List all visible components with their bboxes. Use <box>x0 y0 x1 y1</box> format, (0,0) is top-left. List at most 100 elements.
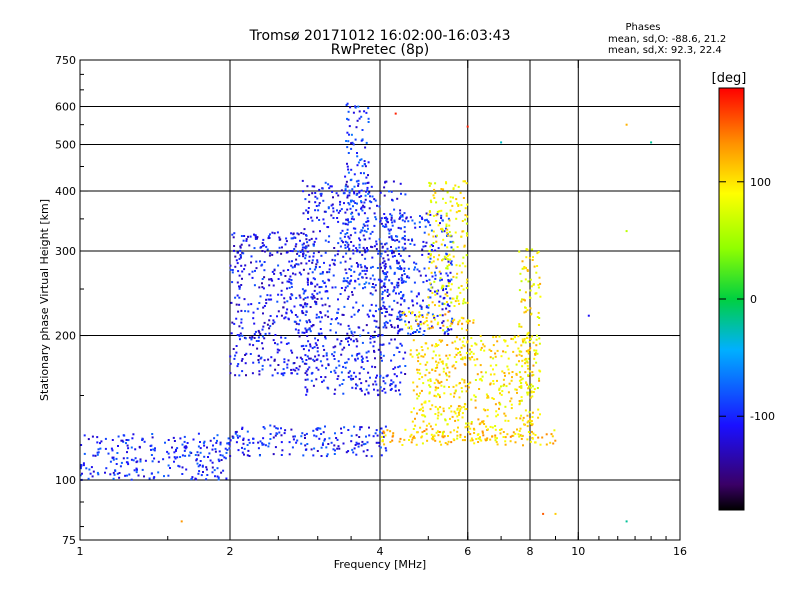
data-point <box>463 363 466 365</box>
data-point <box>143 440 146 443</box>
data-point <box>491 397 494 400</box>
data-point <box>261 335 264 338</box>
chart-subtitle: RwPretec (8p) <box>331 42 429 58</box>
data-point <box>281 281 284 284</box>
data-point <box>383 305 386 308</box>
phases-o-line: mean, sd,O: -88.6, 21.2 <box>608 34 726 45</box>
data-point <box>457 185 460 188</box>
data-point <box>153 476 156 479</box>
data-point <box>420 306 423 309</box>
data-point <box>507 357 510 360</box>
data-point <box>450 322 453 325</box>
data-point <box>353 371 356 374</box>
data-point <box>394 112 397 115</box>
data-point <box>370 303 373 306</box>
data-point <box>181 473 184 475</box>
data-point <box>254 269 256 272</box>
data-point <box>383 186 386 189</box>
data-point <box>467 322 470 325</box>
data-point <box>445 227 447 230</box>
data-point <box>335 331 337 334</box>
data-point <box>356 357 359 360</box>
data-point <box>434 386 437 389</box>
data-point <box>312 295 315 297</box>
data-point <box>403 313 406 316</box>
data-point <box>308 239 311 242</box>
data-point <box>372 315 375 318</box>
data-point <box>337 211 340 214</box>
data-point <box>451 317 454 320</box>
data-point <box>514 441 517 444</box>
data-point <box>383 282 386 285</box>
data-point <box>473 394 476 397</box>
data-point <box>357 182 360 185</box>
data-point <box>528 370 531 373</box>
data-point <box>379 353 382 356</box>
data-point <box>434 265 437 268</box>
data-point <box>386 321 389 324</box>
data-point <box>401 297 403 300</box>
data-point <box>290 372 293 375</box>
data-point <box>87 477 90 480</box>
data-point <box>442 370 445 373</box>
data-point <box>304 247 307 250</box>
data-point <box>460 346 463 349</box>
data-point <box>401 259 404 262</box>
data-point <box>408 321 410 324</box>
data-point <box>327 183 330 186</box>
data-point <box>274 334 277 336</box>
data-point <box>339 245 342 248</box>
data-point <box>526 309 529 312</box>
data-point <box>234 432 237 435</box>
data-point <box>357 310 359 313</box>
data-point <box>345 361 348 364</box>
data-point <box>320 192 323 195</box>
data-point <box>348 282 351 285</box>
data-point <box>455 264 458 267</box>
data-point <box>251 276 254 279</box>
data-point <box>530 383 533 386</box>
data-point <box>461 356 464 359</box>
data-point <box>344 361 347 364</box>
data-point <box>83 434 86 437</box>
data-point <box>355 453 358 456</box>
data-point <box>269 364 272 367</box>
data-point <box>313 240 316 243</box>
data-point <box>494 355 497 358</box>
data-point <box>241 428 244 430</box>
data-point <box>321 443 324 446</box>
data-point <box>432 437 435 440</box>
data-point <box>241 451 244 454</box>
data-point <box>463 379 466 382</box>
data-point <box>351 354 354 357</box>
data-point <box>346 117 348 120</box>
data-point <box>389 383 392 385</box>
data-point <box>525 248 528 251</box>
data-point <box>436 430 439 433</box>
data-point <box>319 311 322 314</box>
data-point <box>164 441 166 444</box>
data-point <box>317 251 320 254</box>
data-point <box>365 281 368 284</box>
data-point <box>350 200 352 203</box>
data-point <box>370 335 372 337</box>
data-point <box>523 358 526 361</box>
data-point <box>369 232 372 235</box>
data-point <box>448 231 451 234</box>
data-point <box>128 473 131 476</box>
data-point <box>318 291 321 294</box>
data-point <box>436 314 439 317</box>
data-point <box>358 352 361 355</box>
data-point <box>401 444 404 446</box>
data-point <box>434 405 437 408</box>
data-point <box>324 303 327 306</box>
data-point <box>346 241 349 244</box>
data-point <box>261 263 264 266</box>
data-point <box>442 329 445 332</box>
data-point <box>346 332 349 335</box>
data-point <box>552 442 555 445</box>
data-point <box>380 454 383 457</box>
data-point <box>116 452 119 454</box>
data-point <box>350 440 353 443</box>
